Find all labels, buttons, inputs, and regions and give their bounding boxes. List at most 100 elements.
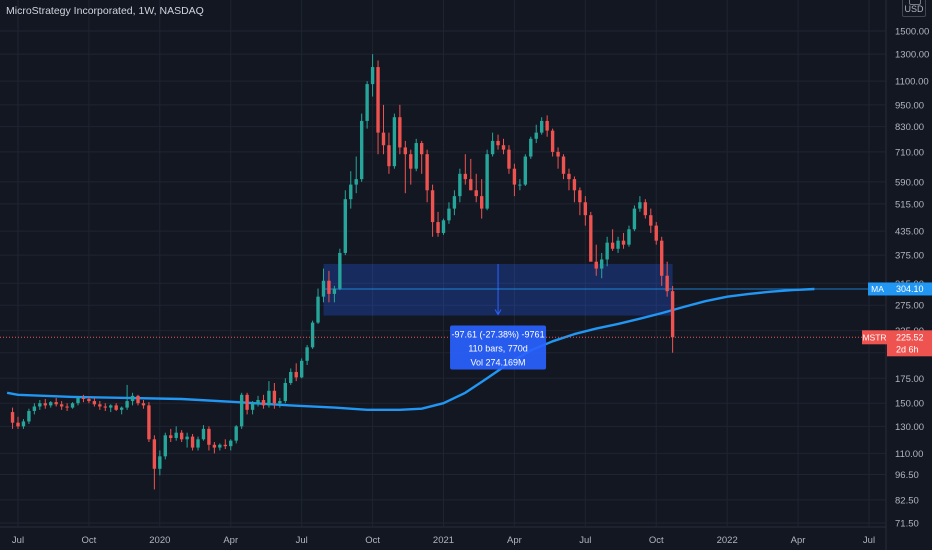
- mstr-name-tag: [862, 330, 887, 345]
- candle-body: [245, 394, 249, 410]
- candle-body: [267, 390, 271, 406]
- candle-body: [130, 395, 135, 402]
- candle-body: [59, 404, 64, 407]
- measure-range-box[interactable]: [323, 263, 673, 316]
- candle-body: [529, 138, 533, 157]
- candle-body: [103, 406, 107, 408]
- currency-button[interactable]: USD: [902, 0, 926, 17]
- candle-down: [98, 401, 102, 410]
- candle-body: [218, 444, 222, 448]
- candle-body: [670, 291, 675, 338]
- candle-body: [229, 440, 233, 447]
- candle-down: [660, 236, 664, 286]
- candle-down: [103, 403, 107, 411]
- candle-body: [458, 173, 462, 197]
- candle-up: [332, 285, 337, 303]
- candle-down: [512, 163, 517, 197]
- candle-body: [147, 405, 151, 440]
- candle-body: [152, 439, 157, 469]
- y-tick-label: 950.00: [895, 100, 924, 111]
- candle-body: [256, 400, 260, 404]
- candle-body: [49, 402, 53, 406]
- ma-name-tag: [868, 282, 887, 296]
- candle-up: [392, 113, 397, 169]
- x-tick-label: 2020: [149, 535, 170, 546]
- candle-up: [283, 378, 287, 404]
- candle-down: [261, 394, 266, 409]
- chart-title[interactable]: MicroStrategy Incorporated, 1W, NASDAQ: [6, 5, 204, 17]
- candle-body: [316, 296, 320, 323]
- y-tick-label: 1500.00: [895, 27, 929, 38]
- candle-down: [207, 426, 211, 451]
- candle-up: [256, 395, 260, 407]
- candle-body: [310, 322, 315, 348]
- price-labels: MA 304.10 MSTR 225.52 2d 6h: [862, 282, 932, 357]
- candle-body: [261, 400, 266, 406]
- candle-up: [299, 358, 304, 379]
- candle-body: [349, 184, 353, 200]
- candle-body: [190, 436, 195, 448]
- candle-up: [638, 196, 642, 212]
- candle-body: [158, 456, 162, 469]
- candle-down: [403, 140, 408, 194]
- price-axis: 71.50 82.50 96.50 110.00 130.00 150.00 175.00 2…: [895, 27, 929, 530]
- candle-up: [627, 225, 631, 247]
- candle-body: [469, 179, 473, 191]
- candle-up: [125, 384, 129, 410]
- candle-body: [299, 360, 304, 378]
- candle-up: [452, 190, 457, 216]
- candle-body: [425, 154, 429, 191]
- candle-body: [81, 397, 86, 399]
- candle-up: [310, 320, 315, 349]
- x-tick-label: Apr: [223, 535, 238, 546]
- candle-body: [523, 156, 528, 185]
- candle-body: [540, 120, 544, 133]
- candle-up: [370, 54, 375, 97]
- candle-body: [185, 436, 189, 440]
- candle-body: [87, 398, 91, 402]
- candle-body: [283, 382, 287, 402]
- candle-down: [136, 394, 140, 406]
- candle-down: [245, 392, 249, 415]
- candle-down: [92, 397, 97, 407]
- x-tick-label: Jul: [579, 535, 591, 546]
- candle-down: [419, 140, 424, 174]
- candle-body: [507, 149, 511, 169]
- x-tick-label: Jul: [296, 535, 308, 546]
- x-tick-label: Jul: [863, 535, 875, 546]
- candle-body: [343, 199, 347, 253]
- candle-up: [540, 117, 544, 135]
- candle-down: [81, 394, 86, 403]
- candle-body: [338, 252, 342, 289]
- candle-body: [398, 117, 402, 148]
- candle-body: [496, 140, 500, 146]
- y-tick-label: 515.00: [895, 199, 924, 210]
- candle-down: [381, 104, 386, 155]
- candle-up: [174, 426, 178, 441]
- measure-bars-text: 110 bars, 770d: [468, 344, 527, 354]
- candle-down: [409, 149, 413, 185]
- candle-down: [152, 435, 157, 490]
- candle-down: [654, 222, 658, 245]
- candle-body: [10, 412, 15, 423]
- mstr-value-text: 225.52: [896, 332, 924, 342]
- candle-up: [518, 179, 522, 191]
- y-tick-label: 590.00: [895, 177, 924, 188]
- measure-volume-text: Vol 274.169M: [471, 358, 526, 368]
- candle-body: [332, 288, 337, 294]
- candle-down: [545, 115, 549, 137]
- x-tick-label: Apr: [791, 535, 806, 546]
- candle-body: [534, 132, 538, 139]
- candle-down: [190, 433, 195, 451]
- candle-body: [660, 240, 664, 276]
- mstr-name-text: MSTR: [862, 332, 886, 342]
- candle-body: [610, 242, 615, 249]
- candle-body: [354, 179, 358, 185]
- candle-body: [627, 229, 631, 245]
- candle-down: [10, 407, 15, 429]
- candle-down: [556, 147, 560, 169]
- candle-up: [234, 425, 238, 444]
- candle-body: [594, 261, 598, 269]
- candle-body: [27, 410, 31, 422]
